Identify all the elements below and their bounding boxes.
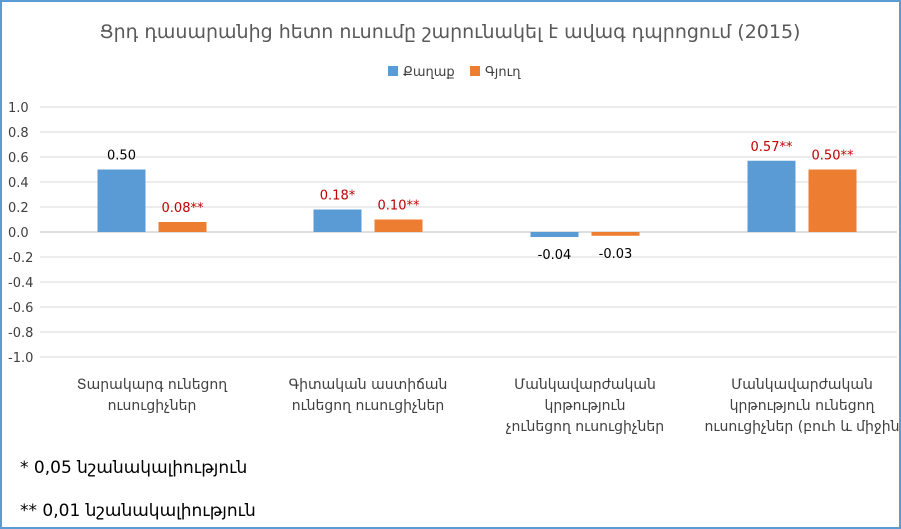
- bars: [97, 160, 857, 237]
- data-label: 0.50: [107, 149, 136, 164]
- y-tick-label: 0.2: [8, 201, 29, 216]
- data-label: 0.57**: [751, 140, 793, 155]
- data-label: 0.10**: [378, 199, 420, 214]
- bar-city-1: [97, 169, 146, 232]
- legend-swatch-1: [388, 66, 398, 76]
- category-label-1: Տարակարգ ունեցող: [77, 377, 229, 393]
- category-labels: Տարակարգ ունեցող ուսուցիչներ Գիտական աստիճ…: [77, 377, 900, 435]
- y-tick-label: -0.2: [8, 251, 33, 266]
- category-label-2: Գիտական աստիճան: [289, 377, 448, 393]
- category-label-4: կրթություն ունեցող: [730, 398, 876, 414]
- y-axis: 1.0 0.8 0.6 0.4 0.2 0.0 -0.2 -0.4 -0.6 -0.8 -1.0: [8, 101, 33, 366]
- bar-village-2: [374, 219, 423, 232]
- legend: Քաղաք Գյուղ: [388, 65, 521, 80]
- footnote-significance-005: * 0,05 նշանակալիություն: [20, 458, 248, 478]
- category-label-3: Մանկավարժական: [514, 377, 656, 393]
- y-tick-label: 0.4: [8, 176, 29, 191]
- legend-swatch-2: [470, 66, 480, 76]
- data-label: -0.04: [538, 248, 572, 263]
- data-label: 0.08**: [162, 201, 204, 216]
- y-tick-label: 0.6: [8, 151, 29, 166]
- legend-label-2: Գյուղ: [485, 65, 521, 80]
- category-label-1: ուսուցիչներ: [108, 398, 197, 414]
- data-label: 0.18*: [320, 189, 356, 204]
- chart-title: Ցրդ դասարանից հետո ուսումը շարունակել է …: [100, 21, 801, 43]
- bar-city-3: [530, 232, 579, 237]
- category-label-2: ունեցող ուսուցիչներ: [292, 398, 445, 414]
- data-label: -0.03: [599, 247, 633, 262]
- legend-label-1: Քաղաք: [403, 65, 455, 80]
- category-label-4: ուսուցիչներ (բուհ և միջին: [704, 419, 899, 435]
- category-label-3: չունեցող ուսուցիչներ: [506, 419, 664, 435]
- y-tick-label: 1.0: [8, 101, 29, 116]
- bar-village-3: [591, 232, 640, 236]
- y-tick-label: 0.8: [8, 126, 29, 141]
- bar-city-4: [747, 160, 796, 232]
- y-tick-label: -0.8: [8, 326, 33, 341]
- category-label-3: կրթություն: [544, 398, 625, 414]
- y-tick-label: -0.4: [8, 276, 33, 291]
- bar-city-2: [313, 209, 362, 232]
- y-tick-label: 0.0: [8, 226, 29, 241]
- category-label-4: Մանկավարժական: [731, 377, 873, 393]
- data-label: 0.50**: [812, 149, 854, 164]
- data-labels: 0.50 0.18* -0.04 0.57** 0.08** 0.10** -0.03 0.5…: [107, 140, 854, 263]
- footnote-significance-001: ** 0,01 նշանակալիություն: [20, 501, 256, 521]
- bar-village-4: [808, 169, 857, 232]
- bar-village-1: [158, 222, 207, 232]
- y-tick-label: -1.0: [8, 351, 33, 366]
- y-tick-label: -0.6: [8, 301, 33, 316]
